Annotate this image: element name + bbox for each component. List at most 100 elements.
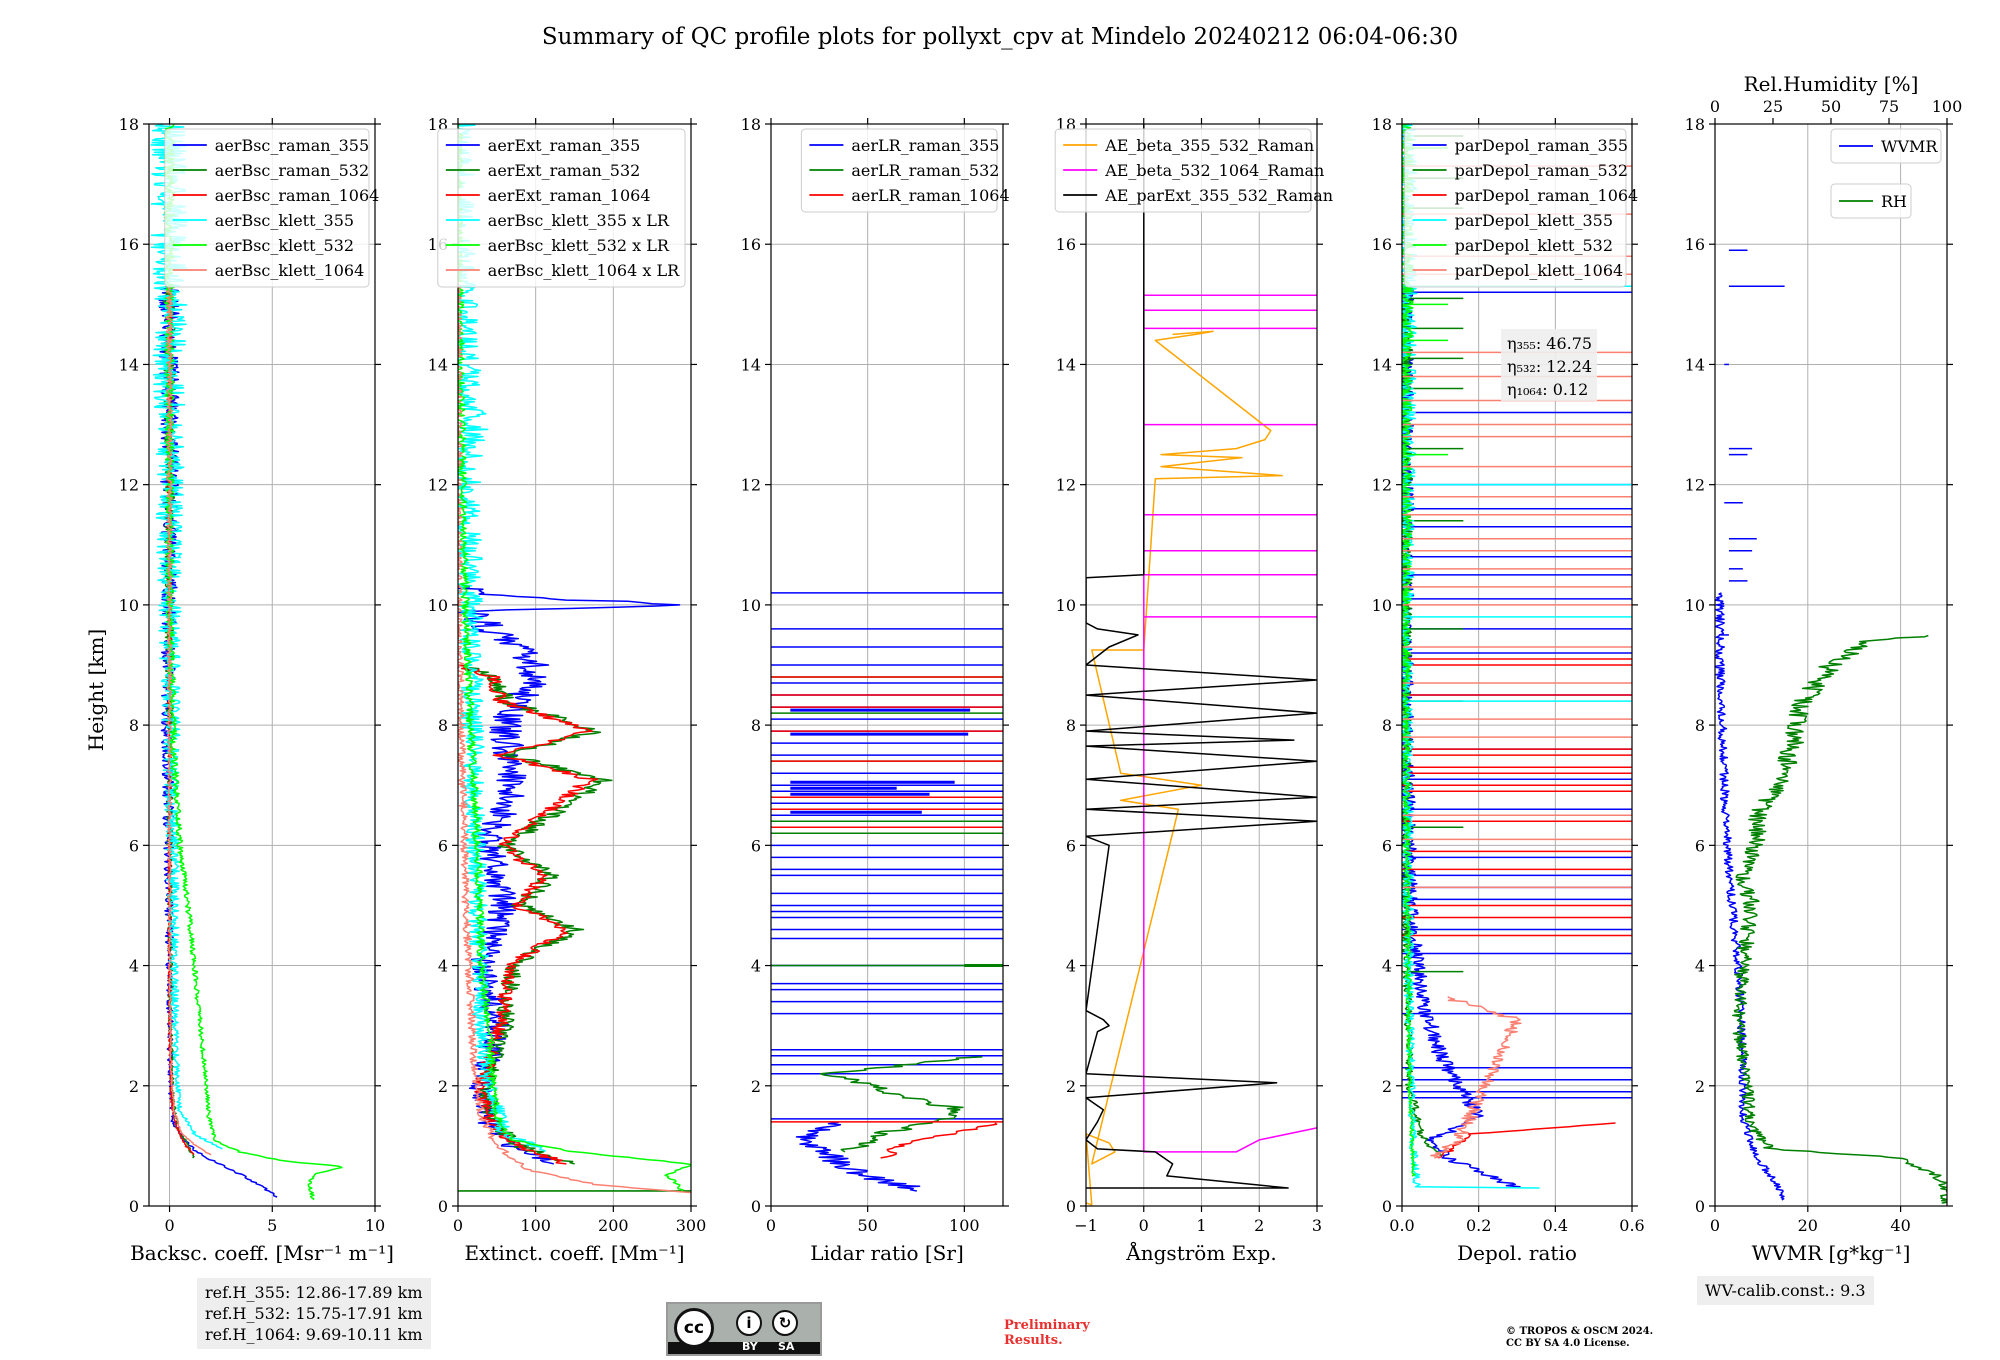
series-line <box>1086 124 1317 1189</box>
x-tick-label: 3 <box>1312 1216 1322 1235</box>
legend-box: aerBsc_raman_355 aerBsc_raman_532 aerBsc_r… <box>164 128 380 288</box>
panel-water_vapor: 0 20 40 0 2 4 6 8 10 12 14 16 18 WVMR [g*kg⁻¹] 0 25 50 75… <box>1685 72 1963 1265</box>
series-aerbsc-klett-1064-x-lr <box>458 285 691 1194</box>
cc-logo-icon: cc <box>674 1308 714 1348</box>
eta-value: η₁₀₆₄: 0.12 <box>1507 380 1588 399</box>
y-tick-label: 4 <box>1382 957 1392 976</box>
preliminary-line-2: Results. <box>1004 1333 1063 1348</box>
eta-annotation-box <box>1501 329 1597 401</box>
series-aerext-raman-1064 <box>458 664 599 1165</box>
legend-frame <box>437 128 686 288</box>
legend-label: aerExt_raman_1064 <box>488 186 651 205</box>
y-tick-label: 4 <box>1695 957 1705 976</box>
panel-data <box>1715 249 1947 1204</box>
y-tick-label: 8 <box>1066 716 1076 735</box>
series-line <box>150 124 223 1150</box>
x-tick-label: 10 <box>365 1216 385 1235</box>
y-tick-label: 2 <box>438 1077 448 1096</box>
y-tick-label: 14 <box>741 355 761 374</box>
x-axis-label: Backsc. coeff. [Msr⁻¹ m⁻¹] <box>130 1241 394 1265</box>
legend-box: aerExt_raman_355 aerExt_raman_532 aerExt_r… <box>437 128 686 288</box>
copyright-line-2: CC BY SA 4.0 License. <box>1506 1338 1630 1349</box>
series-line <box>880 1122 998 1159</box>
legend-frame <box>1830 128 1942 164</box>
y-tick-label: 12 <box>119 476 139 495</box>
ref-height-1064: ref.H_1064: 9.69-10.11 km <box>205 1325 423 1344</box>
legend-label: aerBsc_klett_532 <box>215 236 354 255</box>
series-aerbsc-raman-355 <box>158 286 278 1198</box>
y-tick-label: 18 <box>1685 115 1705 134</box>
x-axis-label: Ångström Exp. <box>1125 1240 1276 1265</box>
y-tick-label: 12 <box>1685 476 1705 495</box>
y-tick-label: 16 <box>1056 235 1076 254</box>
legend-label: aerBsc_raman_1064 <box>215 186 380 205</box>
x-tick-label: 200 <box>598 1216 629 1235</box>
x-tick-label: 300 <box>676 1216 707 1235</box>
y-tick-label: 0 <box>438 1197 448 1216</box>
share-alike-icon: ↻ <box>772 1310 798 1336</box>
preliminary-notice: Preliminary Results. <box>1004 1318 1090 1348</box>
y-tick-label: 2 <box>1695 1077 1705 1096</box>
x-tick-label: 40 <box>1890 1216 1910 1235</box>
series-aerlr-raman-532 <box>771 676 1003 1153</box>
y-tick-label: 12 <box>1056 476 1076 495</box>
series-aerbsc-klett-532-x-lr <box>458 124 691 1192</box>
series-line <box>158 286 278 1198</box>
series-line <box>1143 294 1317 1153</box>
series-line <box>458 664 599 1165</box>
legend-label: parDepol_klett_355 <box>1455 211 1613 230</box>
preliminary-line-1: Preliminary <box>1004 1318 1090 1333</box>
series-line <box>458 124 691 1192</box>
eta-value: η₃₅₅: 46.75 <box>1507 334 1592 353</box>
y-tick-label: 14 <box>119 355 139 374</box>
y-tick-label: 10 <box>1372 596 1392 615</box>
y-tick-label: 6 <box>129 836 139 855</box>
series-pardepol-klett-1064 <box>1402 165 1632 1159</box>
y-tick-label: 6 <box>1382 836 1392 855</box>
legend-label: aerLR_raman_355 <box>851 136 999 155</box>
series-ae-beta-532-1064-raman <box>1143 294 1317 1153</box>
y-tick-label: 8 <box>1382 716 1392 735</box>
legend-box: RH <box>1830 183 1912 219</box>
legend-label: aerExt_raman_355 <box>488 136 641 155</box>
y-tick-label: 6 <box>751 836 761 855</box>
x-axis-label: Lidar ratio [Sr] <box>810 1241 964 1265</box>
panel-lidar_ratio: 0 50 100 0 2 4 6 8 10 12 14 16 18 Lidar ratio [Sr] aer… <box>741 115 1010 1265</box>
y-tick-label: 2 <box>1066 1077 1076 1096</box>
legend-label: parDepol_klett_1064 <box>1455 261 1624 280</box>
axes-frame <box>770 123 1004 1207</box>
series-aerlr-raman-355 <box>771 592 1003 1192</box>
eta-value: η₅₃₂: 12.24 <box>1507 357 1592 376</box>
legend-label: aerBsc_klett_355 x LR <box>488 211 670 230</box>
person-icon: i <box>736 1310 762 1336</box>
copyright-line-1: © TROPOS & OSCM 2024. <box>1506 1326 1654 1337</box>
axes-frame <box>457 123 692 1207</box>
y-tick-label: 2 <box>1382 1077 1392 1096</box>
eta-annotation: η₃₅₅: 46.75 η₅₃₂: 12.24 η₁₀₆₄: 0.12 <box>1501 329 1597 401</box>
top-x-tick-label: 100 <box>1932 97 1963 116</box>
legend-label: parDepol_raman_532 <box>1455 161 1628 180</box>
y-tick-label: 10 <box>1685 596 1705 615</box>
y-tick-label: 12 <box>1372 476 1392 495</box>
panel-backscatter: 0 5 10 0 2 4 6 8 10 12 14 16 18 Backsc. coeff. [Msr⁻¹… <box>119 115 394 1265</box>
series-line <box>1732 634 1947 1204</box>
series-line <box>1402 124 1416 1177</box>
top-x-axis-label: Rel.Humidity [%] <box>1744 72 1919 96</box>
y-tick-label: 0 <box>129 1197 139 1216</box>
x-tick-label: 2 <box>1254 1216 1264 1235</box>
series-line <box>819 1056 983 1153</box>
x-axis-label: Depol. ratio <box>1457 1241 1577 1265</box>
x-tick-label: 0.6 <box>1619 1216 1644 1235</box>
x-axis-label: Extinct. coeff. [Mm⁻¹] <box>464 1241 684 1265</box>
x-tick-label: 50 <box>857 1216 877 1235</box>
x-tick-label: 5 <box>267 1216 277 1235</box>
legend-box: aerLR_raman_355 aerLR_raman_532 aerLR_rama… <box>800 128 1010 213</box>
legend-frame <box>164 128 370 288</box>
y-tick-label: 4 <box>1066 957 1076 976</box>
y-tick-label: 6 <box>1695 836 1705 855</box>
legend-label: aerBsc_klett_1064 x LR <box>488 261 680 280</box>
y-tick-label: 8 <box>438 716 448 735</box>
x-tick-label: 0.2 <box>1466 1216 1491 1235</box>
series-line <box>165 286 212 1156</box>
